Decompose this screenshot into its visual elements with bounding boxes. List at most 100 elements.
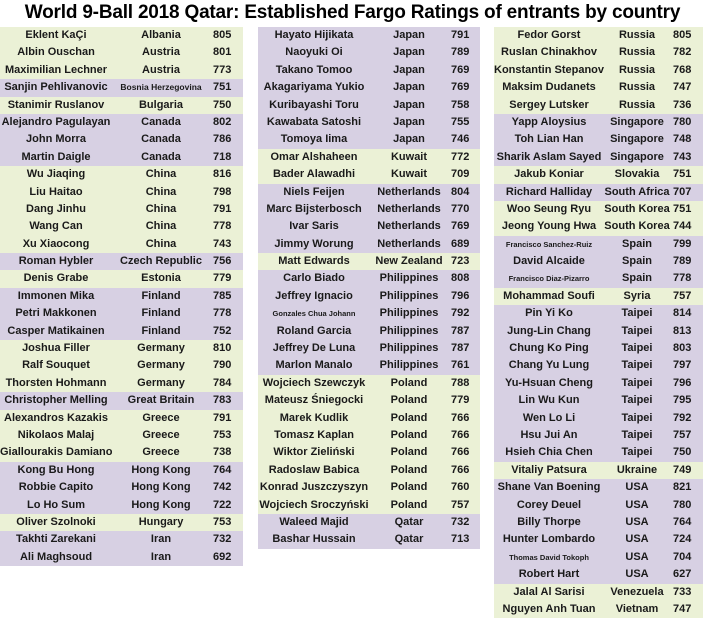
- player-rating: 746: [451, 133, 470, 146]
- player-name: Chung Ko Ping: [509, 342, 589, 355]
- player-name: Sanjin Pehlivanovic: [4, 81, 108, 94]
- player-name: Petri Makkonen: [15, 307, 97, 320]
- player-rating: 788: [451, 376, 470, 389]
- player-rating: 770: [451, 202, 470, 215]
- ratings-column-1: Eklent KaÇi Albania 805 Albin Ouschan Austri…: [0, 27, 243, 567]
- player-row: Jeffrey De Luna Philippines 787: [258, 340, 480, 358]
- player-rating: 778: [213, 220, 232, 233]
- player-row: Jeffrey Ignacio Philippines 796: [258, 287, 480, 306]
- player-country: Finland: [141, 307, 181, 320]
- player-country: Finland: [141, 289, 181, 302]
- player-country: Russia: [618, 29, 656, 41]
- player-row: Vitaliy Patsura Ukraine 749: [494, 461, 703, 480]
- player-country: Netherlands: [377, 202, 441, 215]
- player-rating: 724: [673, 533, 692, 546]
- player-rating: 757: [673, 428, 692, 441]
- player-name: Xu Xiaocong: [22, 237, 90, 250]
- player-row: Wen Lo Li Taipei 792: [494, 409, 703, 427]
- player-row: Woo Seung Ryu South Korea 751: [494, 200, 703, 219]
- player-row: Waleed Majid Qatar 732: [258, 513, 480, 532]
- player-row: Thomas David Tokoph USA 704: [494, 548, 703, 567]
- player-row: Petri Makkonen Finland 778: [0, 305, 243, 323]
- player-country: Qatar: [394, 533, 424, 546]
- player-name: Wang Can: [29, 220, 83, 233]
- player-name: Carlo Biado: [283, 272, 345, 285]
- player-rating: 748: [673, 133, 692, 146]
- player-rating: 744: [673, 220, 692, 233]
- player-rating: 757: [451, 498, 470, 511]
- player-name: Martin Daigle: [21, 150, 91, 163]
- player-rating: 743: [673, 150, 692, 163]
- player-country: Austria: [142, 46, 180, 59]
- player-row: Christopher Melling Great Britain 783: [0, 392, 243, 410]
- player-row: Dang Jinhu China 791: [0, 200, 243, 219]
- player-row: Omar Alshaheen Kuwait 772: [258, 148, 480, 167]
- player-country: Poland: [390, 481, 428, 494]
- player-country: South Korea: [604, 220, 670, 233]
- player-row: Kong Bu Hong Hong Kong 764: [0, 461, 243, 480]
- player-name: Robbie Capito: [18, 481, 94, 494]
- player-row: Corey Deuel USA 780: [494, 496, 703, 514]
- player-row: Tomasz Kaplan Poland 766: [258, 426, 480, 445]
- player-name: Gonzales Chua Johann: [272, 309, 356, 319]
- player-rating: 713: [451, 533, 470, 546]
- player-rating: 758: [451, 98, 470, 111]
- player-row: Chung Ko Ping Taipei 803: [494, 340, 703, 358]
- player-country: USA: [625, 568, 649, 581]
- player-rating: 798: [213, 185, 232, 198]
- player-name: Kuribayashi Toru: [269, 98, 359, 111]
- player-name: Akagariyama Yukio: [263, 81, 365, 94]
- player-row: Takhti Zarekani Iran 732: [0, 531, 243, 549]
- player-row: David Alcaide Spain 789: [494, 253, 703, 271]
- player-name: Alejandro Pagulayan: [1, 115, 111, 128]
- player-row: Marc Bijsterbosch Netherlands 770: [258, 200, 480, 219]
- player-country: China: [145, 237, 177, 250]
- player-rating: 805: [213, 29, 232, 41]
- player-row: Jakub Koniar Slovakia 751: [494, 166, 703, 184]
- player-rating: 751: [213, 81, 232, 94]
- player-name: Konstantin Stepanov: [494, 63, 604, 76]
- player-rating: 689: [451, 237, 470, 250]
- player-row: Akagariyama Yukio Japan 769: [258, 79, 480, 97]
- player-country: Philippines: [379, 272, 439, 285]
- player-rating: 779: [451, 394, 470, 407]
- player-country: Syria: [623, 289, 651, 302]
- player-country: Philippines: [379, 289, 439, 302]
- player-country: Poland: [390, 411, 428, 424]
- player-rating: 791: [213, 202, 232, 215]
- player-country: Philippines: [379, 307, 439, 320]
- player-name: Alexandros Kazakis: [4, 411, 108, 424]
- player-name: Albin Ouschan: [17, 46, 95, 59]
- player-name: Jeffrey Ignacio: [275, 289, 353, 302]
- player-name: Toh Lian Han: [514, 133, 584, 146]
- player-name: Shane Van Boening: [497, 481, 601, 494]
- player-name: Niels Feijen: [283, 185, 345, 198]
- player-row: Alexandros Kazakis Greece 791: [0, 409, 243, 427]
- player-rating: 797: [673, 359, 692, 372]
- player-country: Albania: [141, 29, 181, 41]
- player-rating: 704: [673, 550, 692, 563]
- player-name: Ruslan Chinakhov: [501, 46, 597, 59]
- player-row: Konstantin Stepanov Russia 768: [494, 61, 703, 80]
- player-rating: 769: [451, 220, 470, 233]
- player-rating: 749: [673, 463, 692, 476]
- player-country: Kuwait: [390, 150, 428, 163]
- player-country: Russia: [618, 46, 656, 59]
- player-rating: 753: [213, 515, 232, 528]
- player-row: Takano Tomoo Japan 769: [258, 61, 480, 80]
- player-rating: 782: [673, 46, 692, 59]
- player-country: Taipei: [621, 446, 653, 459]
- player-row: Alejandro Pagulayan Canada 802: [0, 113, 243, 132]
- player-name: Mateusz Śniegocki: [264, 394, 364, 407]
- player-name: Sergey Lutsker: [509, 98, 589, 111]
- player-row: Wang Can China 778: [0, 218, 243, 236]
- player-country: China: [145, 202, 177, 215]
- player-rating: 772: [451, 150, 470, 163]
- player-country: Austria: [142, 63, 180, 76]
- player-row: Jung-Lin Chang Taipei 813: [494, 322, 703, 341]
- player-rating: 778: [213, 307, 232, 320]
- player-rating: 779: [213, 272, 232, 285]
- ratings-column-2: Hayato Hijikata Japan 791 Naoyuki Oi Japan 78…: [258, 27, 480, 549]
- player-country: Finland: [141, 324, 181, 337]
- player-row: Roland Garcia Philippines 787: [258, 322, 480, 341]
